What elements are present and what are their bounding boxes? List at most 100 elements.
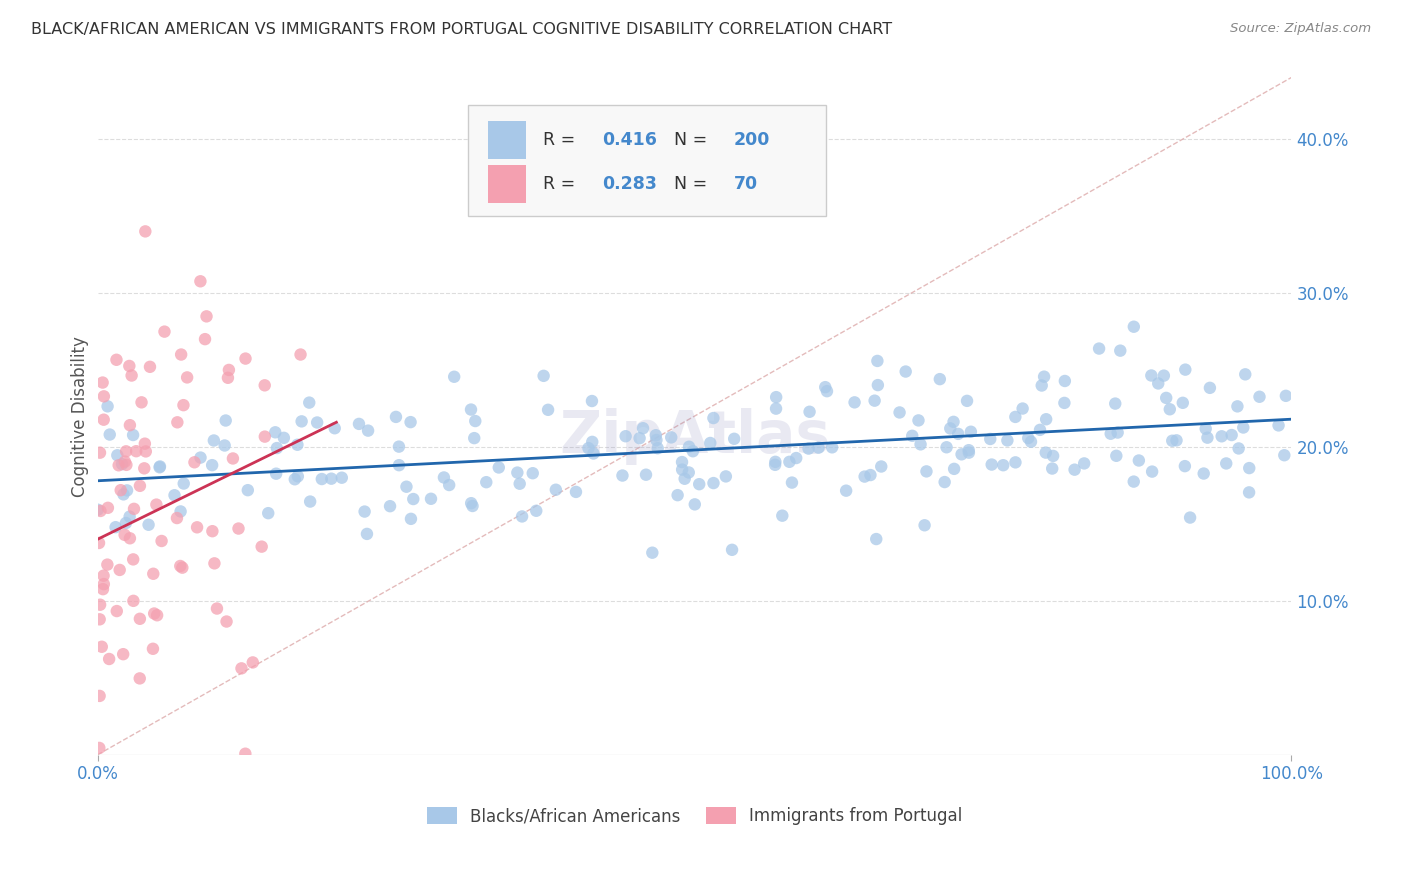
Point [273,431,295,445]
Point [889,405,911,419]
Point [97,400,120,414]
Point [910,437,932,451]
Point [311,472,333,486]
Point [763,458,786,472]
Point [721,542,744,557]
Point [844,395,866,409]
Point [870,459,893,474]
Point [461,499,484,513]
Point [89,740,111,755]
Point [202,434,225,448]
Point [291,414,314,428]
Point [683,497,706,511]
Point [97,500,120,515]
Point [201,524,224,539]
Point [264,425,287,440]
Point [298,395,321,409]
Point [115,516,138,530]
Point [138,517,160,532]
Point [770,508,793,523]
Point [1063,463,1085,477]
Point [1211,429,1233,443]
Point [356,527,378,541]
Point [142,641,165,656]
Text: ZipAtlas: ZipAtlas [560,408,830,465]
Point [1104,396,1126,410]
Point [645,433,668,447]
Point [118,509,141,524]
Point [91,582,114,596]
Point [866,354,889,368]
Point [228,522,250,536]
Point [112,487,135,501]
Text: N =: N = [675,131,713,149]
Point [1197,431,1219,445]
Point [90,640,112,654]
Point [323,421,346,435]
Point [287,469,309,483]
Point [1166,434,1188,448]
Point [644,428,666,442]
Point [853,469,876,483]
Point [183,455,205,469]
Point [353,505,375,519]
Point [934,475,956,489]
Point [98,652,121,666]
Point [928,372,950,386]
Point [142,566,165,581]
Point [399,415,422,429]
Point [86,502,108,516]
Point [863,393,886,408]
Point [979,432,1001,446]
Point [814,380,837,394]
Point [299,494,322,508]
Point [347,417,370,431]
Point [253,378,276,392]
Point [214,438,236,452]
Point [134,436,156,450]
Point [688,477,710,491]
Point [859,468,882,483]
Point [122,552,145,566]
Point [464,414,486,428]
Point [93,577,115,591]
Point [1088,342,1111,356]
Point [145,498,167,512]
Point [1199,381,1222,395]
Point [146,608,169,623]
Point [702,411,724,425]
Text: Source: ZipAtlas.com: Source: ZipAtlas.com [1230,22,1371,36]
Point [153,325,176,339]
Point [1042,449,1064,463]
Point [388,458,411,473]
Point [1272,448,1295,462]
Point [1128,453,1150,467]
Point [118,418,141,433]
Point [582,446,605,460]
Point [89,612,111,626]
Point [1267,418,1289,433]
Point [671,462,693,476]
Point [169,559,191,574]
Point [215,413,238,427]
Point [1029,423,1052,437]
Point [321,472,343,486]
Point [1159,402,1181,417]
Point [1174,459,1197,474]
Point [110,483,132,498]
Point [678,440,700,454]
Point [1053,396,1076,410]
Point [134,224,156,238]
Point [290,347,312,361]
Point [96,558,118,572]
Point [89,445,111,459]
Point [522,467,544,481]
Point [914,518,936,533]
Point [1105,449,1128,463]
Text: 200: 200 [734,131,770,149]
Point [960,425,983,439]
Point [714,469,737,483]
Point [163,488,186,502]
Point [666,488,689,502]
Point [433,470,456,484]
